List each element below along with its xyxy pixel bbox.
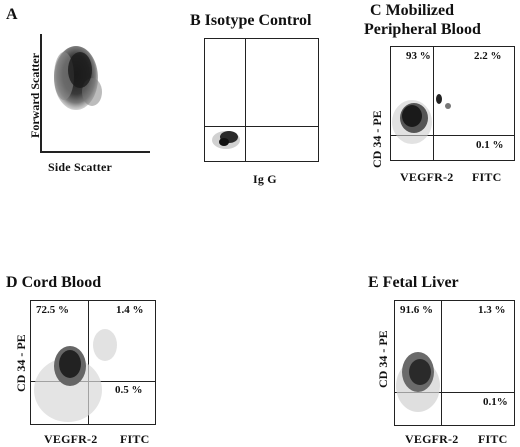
panel-a-letter: A: [6, 6, 18, 23]
panel-c-cell-population: [402, 105, 422, 127]
panel-b-quadrant-vline: [245, 38, 246, 162]
panel-d-x-axis-label-left: VEGFR-2: [44, 432, 98, 446]
panel-e-upper-left-percent: 91.6 %: [400, 304, 433, 316]
panel-d-upper-left-percent: 72.5 %: [36, 304, 69, 316]
panel-e-plot-frame: [394, 300, 515, 426]
panel-e-quadrant-vline: [441, 300, 442, 426]
panel-e-letter: E: [368, 274, 379, 291]
panel-c-quadrant-hline: [390, 135, 515, 136]
panel-c-title-line1: C Mobilized: [370, 2, 454, 20]
panel-e-x-axis-label-left: VEGFR-2: [405, 432, 459, 446]
panel-d-letter: D: [6, 274, 18, 291]
panel-d-upper-right-percent: 1.4 %: [116, 304, 144, 316]
panel-c-upper-left-percent: 93 %: [406, 50, 431, 62]
panel-d-lower-right-percent: 0.5 %: [115, 384, 143, 396]
panel-c-scatter-plot: [392, 94, 451, 144]
panel-d-plot-frame: [30, 300, 156, 425]
panel-e-lower-right-percent: 0.1%: [483, 396, 508, 408]
panel-e-upper-right-percent: 1.3 %: [478, 304, 506, 316]
panel-b-x-axis-label: Ig G: [253, 172, 277, 186]
panel-c-title-1: Mobilized: [385, 2, 454, 19]
panel-d-scatter-plot: [34, 329, 117, 422]
panel-c-lower-right-percent: 0.1 %: [476, 139, 504, 151]
panel-b-quadrant-hline: [204, 126, 319, 127]
panel-c-quadrant-vline: [433, 46, 434, 161]
panel-b-plot-frame: [204, 38, 319, 162]
panel-c-upper-right-percent: 2.2 %: [474, 50, 502, 62]
panel-b-title: Isotype Control: [204, 12, 312, 29]
panel-c-plot-frame: [390, 46, 515, 161]
panel-e-y-axis-label: CD 34 - PE: [376, 330, 390, 388]
panel-a-y-axis: [40, 34, 42, 152]
panel-c-x-axis-label-right: FITC: [472, 170, 502, 184]
panel-d-title: Cord Blood: [21, 274, 102, 291]
panel-c-y-axis-label: CD 34 - PE: [370, 110, 384, 168]
panel-a-x-axis: [40, 151, 150, 153]
panel-e-scatter-plot: [396, 352, 440, 412]
panel-c-x-axis-label-left: VEGFR-2: [400, 170, 454, 184]
panel-e-x-axis-label-right: FITC: [478, 432, 508, 446]
panel-e-cell-population: [409, 359, 431, 385]
panel-d-quadrant-vline: [88, 300, 89, 425]
panel-a-x-axis-label: Side Scatter: [48, 160, 113, 174]
panel-b-scatter-plot: [212, 131, 240, 149]
panel-d-y-axis-label: CD 34 - PE: [14, 334, 28, 392]
panel-d-cell-population: [59, 350, 81, 378]
panel-e-quadrant-hline: [394, 392, 515, 393]
panel-a-scatter-plot: [54, 46, 102, 110]
panel-b-letter: B: [190, 12, 201, 29]
panel-c-title-2: Peripheral Blood: [364, 21, 481, 38]
panel-c-letter: C: [370, 2, 382, 19]
panel-e-title: Fetal Liver: [382, 274, 459, 291]
panel-d-x-axis-label-right: FITC: [120, 432, 150, 446]
